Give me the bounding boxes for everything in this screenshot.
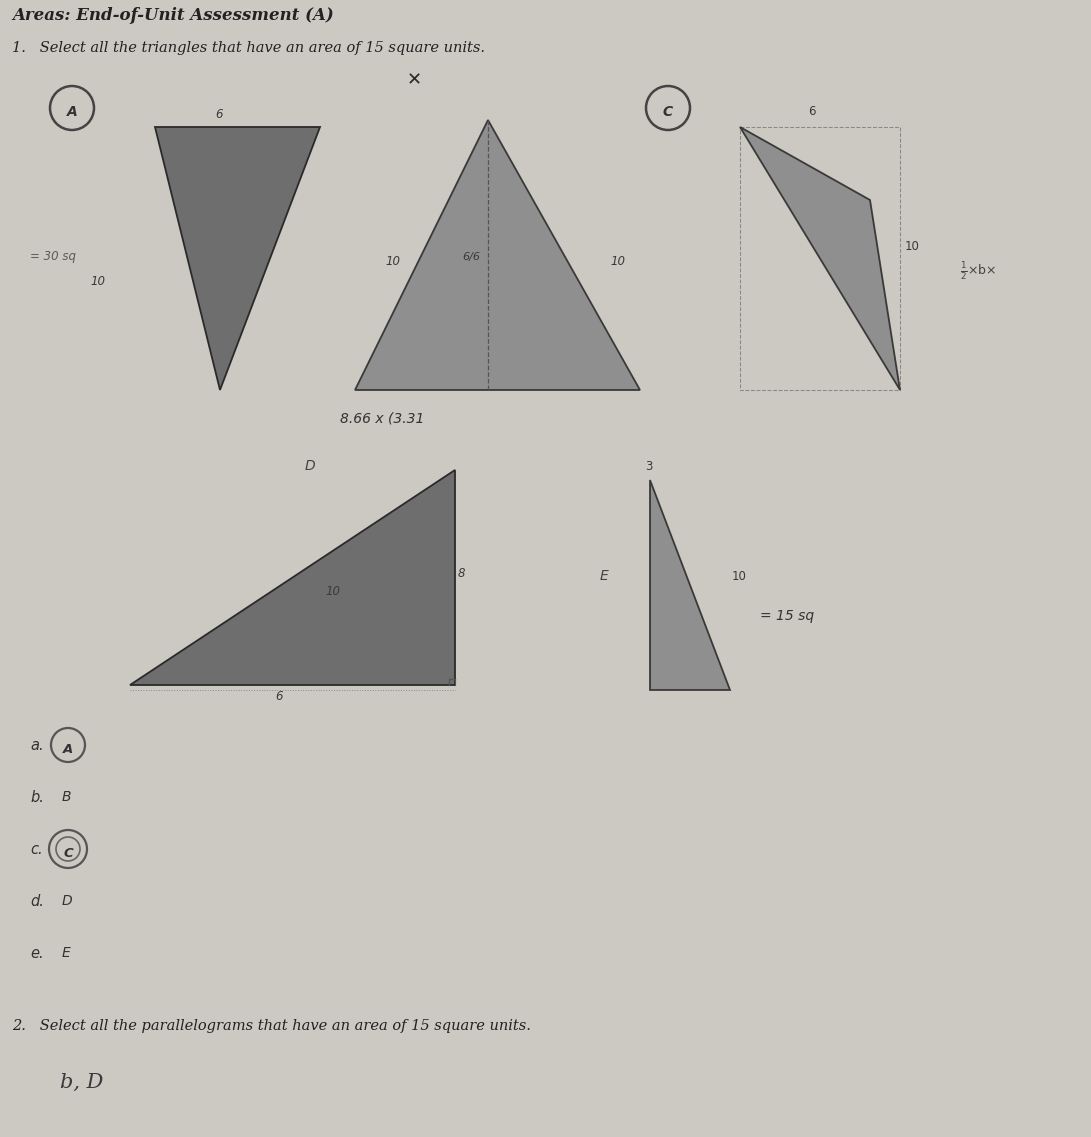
Polygon shape bbox=[130, 470, 455, 684]
Text: d.: d. bbox=[29, 894, 44, 908]
Text: 10: 10 bbox=[385, 255, 400, 268]
Text: D: D bbox=[62, 894, 73, 908]
Text: 6/6: 6/6 bbox=[461, 252, 480, 262]
Text: 6: 6 bbox=[215, 108, 223, 121]
Polygon shape bbox=[355, 121, 640, 390]
Text: 6: 6 bbox=[275, 690, 283, 703]
Text: A: A bbox=[67, 105, 77, 119]
Text: = 30 sq: = 30 sq bbox=[29, 250, 76, 263]
Text: b, D: b, D bbox=[60, 1073, 104, 1092]
Text: $\frac{1}{2}$×b×: $\frac{1}{2}$×b× bbox=[960, 260, 996, 282]
Text: C: C bbox=[663, 105, 673, 119]
Text: a.: a. bbox=[29, 738, 44, 753]
Text: E: E bbox=[600, 568, 609, 583]
Text: 10: 10 bbox=[732, 570, 747, 583]
Text: b.: b. bbox=[29, 790, 44, 805]
Text: B: B bbox=[62, 790, 72, 804]
Text: 6: 6 bbox=[808, 105, 815, 118]
Text: = 15 sq: = 15 sq bbox=[760, 609, 814, 623]
Text: Areas: End-of-Unit Assessment (A): Areas: End-of-Unit Assessment (A) bbox=[12, 7, 334, 24]
Polygon shape bbox=[650, 480, 730, 690]
Text: 1.   Select all the triangles that have an area of 15 square units.: 1. Select all the triangles that have an… bbox=[12, 41, 485, 55]
Text: 10: 10 bbox=[325, 586, 340, 598]
Text: E: E bbox=[62, 946, 71, 960]
Text: 10: 10 bbox=[906, 240, 920, 254]
Text: 10: 10 bbox=[610, 255, 625, 268]
Text: 3: 3 bbox=[645, 460, 652, 473]
Text: 8.66 x (3.31: 8.66 x (3.31 bbox=[340, 410, 424, 425]
Text: 10: 10 bbox=[89, 275, 105, 288]
Text: e.: e. bbox=[29, 946, 44, 961]
Text: c.: c. bbox=[29, 843, 43, 857]
Text: ✕: ✕ bbox=[407, 70, 421, 89]
Text: A: A bbox=[63, 742, 73, 755]
Text: D: D bbox=[305, 459, 315, 473]
Polygon shape bbox=[740, 127, 900, 390]
Polygon shape bbox=[155, 127, 320, 390]
Text: 2.   Select all the parallelograms that have an area of 15 square units.: 2. Select all the parallelograms that ha… bbox=[12, 1019, 531, 1034]
Text: 8: 8 bbox=[458, 567, 466, 580]
Text: C: C bbox=[63, 847, 73, 860]
